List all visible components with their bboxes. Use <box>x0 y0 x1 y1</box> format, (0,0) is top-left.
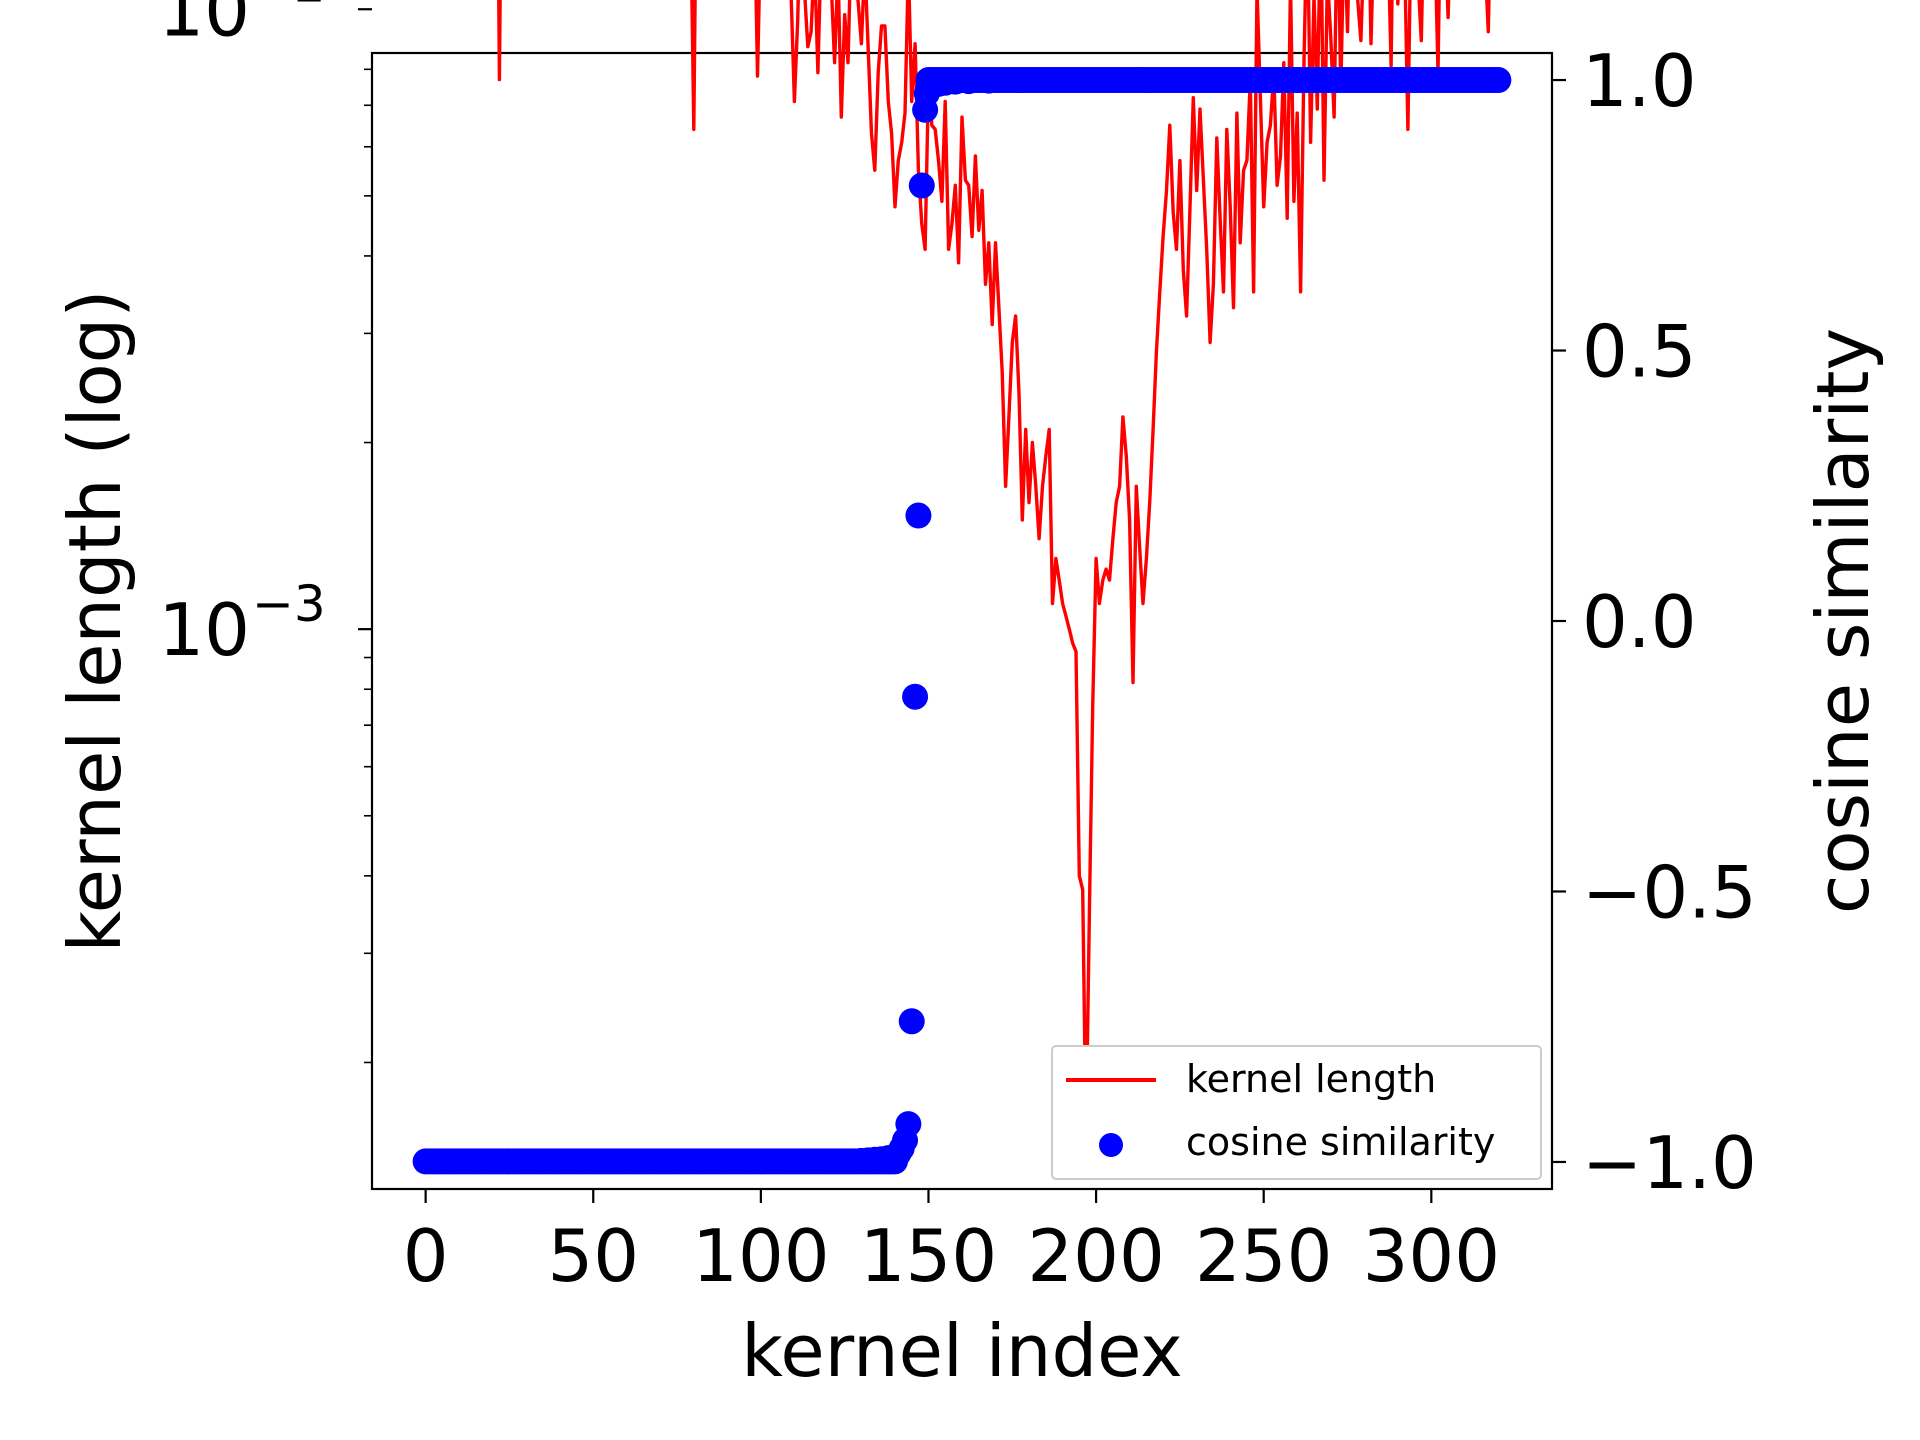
y-right-tick-label: 0.0 <box>1582 580 1697 664</box>
x-tick-label: 100 <box>692 1214 829 1298</box>
cosine-similarity-series <box>412 67 1512 1175</box>
y-right-axis-label: cosine similarity <box>1801 328 1885 914</box>
cosine-similarity-point <box>955 68 982 95</box>
legend-label-cosine-similarity: cosine similarity <box>1186 1120 1495 1164</box>
legend-label-kernel-length: kernel length <box>1186 1057 1436 1101</box>
y-right-tick-label: −1.0 <box>1582 1121 1757 1205</box>
y-left-tick-exponent: −2 <box>252 0 326 13</box>
y-right-tick-label: 0.5 <box>1582 310 1697 394</box>
legend: kernel length cosine similarity <box>1051 1045 1542 1180</box>
x-tick-label: 50 <box>547 1214 639 1298</box>
y-left-axis-ticks: 10−210−3 <box>158 0 372 1064</box>
y-right-tick-label: −0.5 <box>1582 850 1757 934</box>
y-right-tick-label: 1.0 <box>1582 39 1697 123</box>
cosine-similarity-point <box>908 172 935 199</box>
cosine-similarity-point <box>1485 67 1512 94</box>
y-right-axis-ticks: 1.0 0.5 0.0 −0.5 −1.0 <box>1552 39 1757 1205</box>
x-axis-ticks: 0 50 100 150 200 250 300 <box>403 1189 1500 1298</box>
x-tick-label: 300 <box>1363 1214 1500 1298</box>
x-tick-label: 150 <box>860 1214 997 1298</box>
legend-dot-swatch <box>1099 1133 1123 1157</box>
y-left-tick-exponent: −3 <box>252 575 326 633</box>
y-left-tick-label: 10 <box>158 0 250 52</box>
cosine-similarity-point <box>895 1111 922 1138</box>
x-tick-label: 200 <box>1027 1214 1164 1298</box>
x-axis-label: kernel index <box>741 1309 1183 1393</box>
x-tick-label: 0 <box>403 1214 449 1298</box>
kernel-length-line <box>497 0 1491 1142</box>
kernel-length-series <box>497 0 1491 1142</box>
cosine-similarity-point <box>975 67 1002 94</box>
legend-box <box>1051 1045 1542 1180</box>
cosine-similarity-point <box>898 1008 925 1035</box>
x-tick-label: 250 <box>1195 1214 1332 1298</box>
cosine-similarity-point <box>905 502 932 529</box>
y-left-tick-label: 10 <box>158 588 250 672</box>
cosine-similarity-point <box>902 683 929 710</box>
y-left-axis-label: kernel length (log) <box>53 290 137 953</box>
